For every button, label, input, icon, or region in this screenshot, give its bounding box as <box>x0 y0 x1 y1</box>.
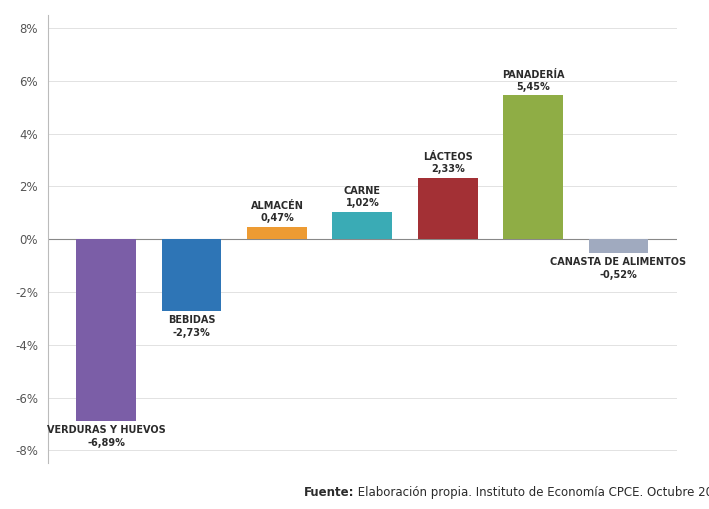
Text: 0,47%: 0,47% <box>260 213 294 223</box>
Bar <box>333 212 392 239</box>
Text: LÁCTEOS: LÁCTEOS <box>423 152 473 162</box>
Text: CARNE: CARNE <box>344 186 381 196</box>
Text: 5,45%: 5,45% <box>516 81 550 92</box>
Bar <box>162 239 221 311</box>
Bar <box>247 227 307 239</box>
Text: 2,33%: 2,33% <box>431 164 464 174</box>
Bar <box>588 239 649 253</box>
Text: 1,02%: 1,02% <box>345 199 379 208</box>
Bar <box>77 239 136 421</box>
Text: BEBIDAS: BEBIDAS <box>168 315 216 325</box>
Text: VERDURAS Y HUEVOS: VERDURAS Y HUEVOS <box>47 425 166 435</box>
Bar <box>503 96 563 239</box>
Text: CANASTA DE ALIMENTOS: CANASTA DE ALIMENTOS <box>550 257 686 267</box>
Text: -6,89%: -6,89% <box>87 438 125 448</box>
Text: ALMACÉN: ALMACÉN <box>250 201 303 211</box>
Text: -0,52%: -0,52% <box>600 270 637 280</box>
Text: -2,73%: -2,73% <box>173 328 211 338</box>
Text: Elaboración propia. Instituto de Economía CPCE. Octubre 2017.: Elaboración propia. Instituto de Economí… <box>354 486 709 499</box>
Text: Fuente:: Fuente: <box>304 486 354 499</box>
Text: PANADERÍA: PANADERÍA <box>502 70 564 79</box>
Bar <box>418 178 478 239</box>
